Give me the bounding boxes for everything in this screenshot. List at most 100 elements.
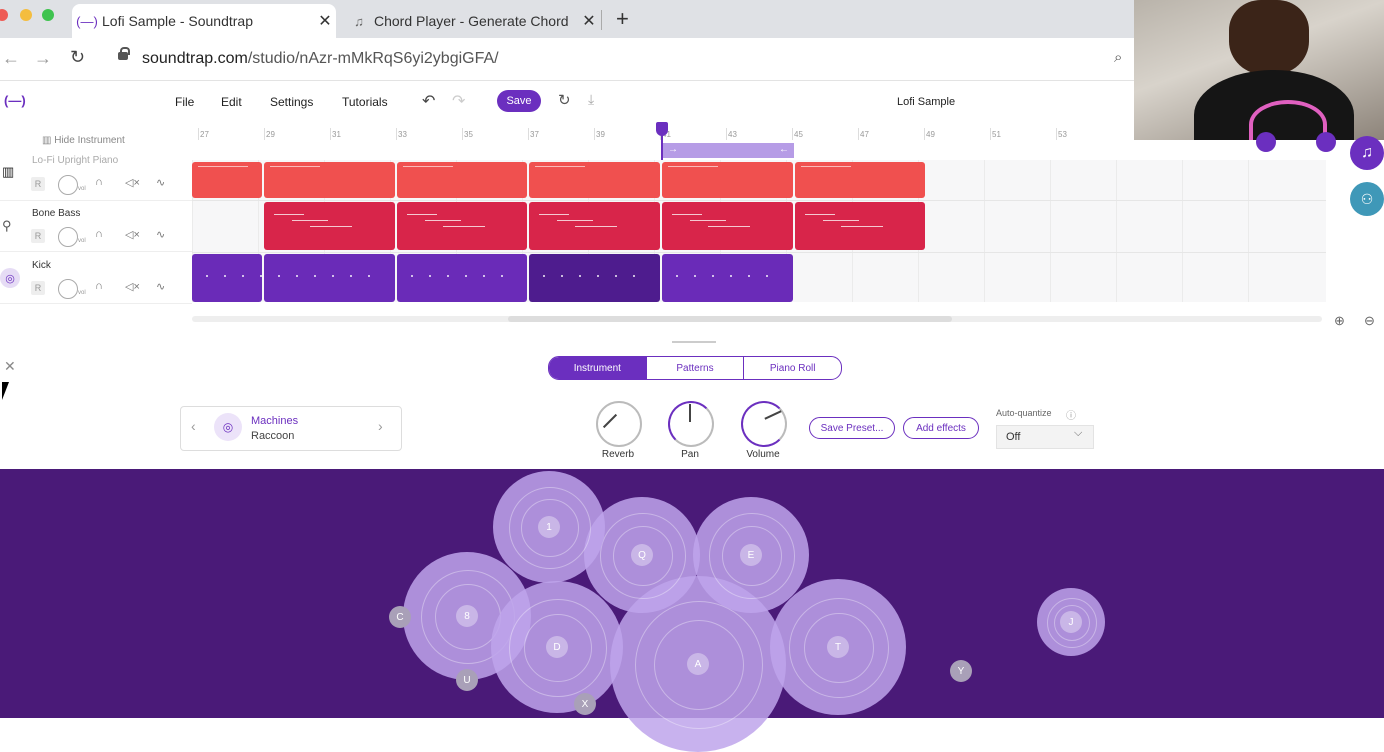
piano-clip[interactable] bbox=[397, 162, 527, 198]
download-icon[interactable]: ⤓ bbox=[588, 91, 595, 107]
kick-clip[interactable] bbox=[397, 254, 527, 302]
kick-clip[interactable] bbox=[529, 254, 660, 302]
tab-instrument[interactable]: Instrument bbox=[549, 357, 647, 379]
sync-icon[interactable]: ↻ bbox=[558, 92, 571, 109]
bass-clip[interactable] bbox=[397, 202, 527, 250]
piano-clip[interactable] bbox=[192, 162, 262, 198]
menu-tutorials[interactable]: Tutorials bbox=[342, 95, 388, 109]
track-header-kick[interactable] bbox=[0, 253, 192, 304]
drum-pad-small[interactable]: C bbox=[389, 606, 411, 628]
tab-piano-roll[interactable]: Piano Roll bbox=[769, 362, 816, 374]
kick-clip[interactable] bbox=[192, 254, 298, 302]
side-button[interactable] bbox=[1256, 132, 1276, 152]
mute-icon[interactable]: ◁× bbox=[125, 229, 140, 241]
volume-knob-small[interactable] bbox=[58, 175, 78, 195]
close-tab-icon[interactable]: ✕ bbox=[582, 13, 596, 30]
add-effects-button[interactable]: Add effects bbox=[903, 417, 979, 439]
close-tab-icon[interactable]: ✕ bbox=[318, 13, 332, 30]
volume-label: Volume bbox=[746, 449, 780, 460]
ruler-tick-line bbox=[396, 128, 397, 140]
close-window-dot[interactable] bbox=[0, 9, 8, 21]
headphones-icon[interactable]: ∩ bbox=[95, 228, 103, 240]
track-header-bass[interactable] bbox=[0, 201, 192, 252]
bass-clip[interactable] bbox=[795, 202, 925, 250]
reload-icon[interactable]: ↻ bbox=[70, 47, 86, 67]
info-icon[interactable]: ⓘ bbox=[1066, 411, 1076, 422]
automation-icon[interactable]: ∿ bbox=[156, 177, 166, 189]
tab-patterns[interactable]: Patterns bbox=[647, 357, 745, 379]
piano-clip[interactable] bbox=[795, 162, 925, 198]
volume-label-small: vol bbox=[78, 290, 86, 296]
timeline-ruler[interactable] bbox=[0, 122, 1134, 161]
hide-instrument-button[interactable]: ▥ Hide Instrument bbox=[42, 135, 125, 146]
track-name[interactable]: Bone Bass bbox=[32, 208, 81, 219]
record-arm-button[interactable]: R bbox=[31, 177, 45, 191]
headphones-icon[interactable]: ∩ bbox=[95, 176, 103, 188]
collaborators-icon[interactable]: ⚇ bbox=[1350, 182, 1384, 216]
kick-clip[interactable] bbox=[662, 254, 793, 302]
piano-clip[interactable] bbox=[662, 162, 793, 198]
close-panel-icon[interactable]: ✕ bbox=[4, 358, 16, 374]
redo-icon[interactable]: ↷ bbox=[452, 93, 466, 110]
prev-instrument-icon[interactable]: ‹ bbox=[191, 418, 196, 434]
loop-end-arrow-icon[interactable]: ← bbox=[779, 144, 789, 155]
headphones-icon[interactable]: ∩ bbox=[95, 280, 103, 292]
menu-edit[interactable]: Edit bbox=[221, 95, 242, 109]
chevron-down-icon[interactable]: ⌵ bbox=[1074, 427, 1083, 439]
bass-clip[interactable] bbox=[662, 202, 793, 250]
maximize-window-dot[interactable] bbox=[42, 9, 54, 21]
soundtrap-logo-icon[interactable]: (—) bbox=[4, 93, 26, 108]
zoom-out-icon[interactable]: ⊖ bbox=[1364, 313, 1375, 328]
mute-icon[interactable]: ◁× bbox=[125, 281, 140, 293]
undo-icon[interactable]: ↶ bbox=[422, 93, 436, 110]
track-name[interactable]: Kick bbox=[32, 260, 51, 271]
auto-quantize-select[interactable] bbox=[996, 425, 1094, 449]
drum-pad-small[interactable]: X bbox=[574, 693, 596, 715]
record-arm-button[interactable]: R bbox=[31, 281, 45, 295]
note-dot bbox=[429, 275, 431, 277]
save-button[interactable]: Save bbox=[497, 90, 541, 112]
loop-region[interactable] bbox=[662, 143, 794, 158]
url-field[interactable]: soundtrap.com/studio/nAzr-mMkRqS6yi2ybgi… bbox=[142, 50, 499, 68]
loop-start-arrow-icon[interactable]: → bbox=[668, 144, 678, 155]
track-name[interactable]: Lo-Fi Upright Piano bbox=[32, 155, 119, 165]
back-icon[interactable]: ← bbox=[2, 48, 20, 68]
drum-pad-small[interactable]: Y bbox=[950, 660, 972, 682]
drum-pad-ring bbox=[804, 613, 874, 683]
automation-icon[interactable]: ∿ bbox=[156, 229, 166, 241]
note-dot bbox=[260, 275, 262, 277]
drum-pad-small[interactable]: U bbox=[456, 669, 478, 691]
kick-clip[interactable] bbox=[264, 254, 395, 302]
side-button[interactable] bbox=[1316, 132, 1336, 152]
zoom-in-icon[interactable]: ⊕ bbox=[1334, 313, 1345, 328]
piano-clip[interactable] bbox=[264, 162, 395, 198]
bass-clip[interactable] bbox=[529, 202, 660, 250]
bass-clip[interactable] bbox=[264, 202, 395, 250]
note-line bbox=[292, 220, 328, 221]
lock-icon bbox=[118, 52, 128, 60]
pan-knob[interactable] bbox=[668, 401, 714, 447]
volume-knob[interactable] bbox=[741, 401, 787, 447]
panel-resize-handle[interactable] bbox=[672, 341, 716, 343]
mute-icon[interactable]: ◁× bbox=[125, 177, 140, 189]
save-preset-button[interactable]: Save Preset... bbox=[809, 417, 895, 439]
browser-tab-active[interactable]: (—) Lofi Sample - Soundtrap ✕ bbox=[72, 4, 336, 38]
ruler-tick-line bbox=[594, 128, 595, 140]
menu-settings[interactable]: Settings bbox=[270, 95, 314, 109]
piano-clip[interactable] bbox=[529, 162, 660, 198]
forward-icon[interactable]: → bbox=[34, 48, 52, 68]
next-instrument-icon[interactable]: › bbox=[378, 418, 383, 434]
new-tab-icon[interactable]: + bbox=[616, 6, 629, 31]
zoom-icon[interactable]: ⌕ bbox=[1114, 49, 1123, 66]
playhead-handle[interactable] bbox=[656, 122, 668, 136]
music-note-icon[interactable]: ♫ bbox=[1350, 136, 1384, 170]
browser-tab-inactive[interactable]: ♫ Chord Player - Generate Chord ✕ bbox=[344, 4, 600, 38]
menu-file[interactable]: File bbox=[175, 95, 195, 109]
volume-knob-small[interactable] bbox=[58, 227, 78, 247]
record-arm-button[interactable]: R bbox=[31, 229, 45, 243]
minimize-window-dot[interactable] bbox=[20, 9, 32, 21]
volume-knob-small[interactable] bbox=[58, 279, 78, 299]
automation-icon[interactable]: ∿ bbox=[156, 281, 166, 293]
horizontal-scrollbar-thumb[interactable] bbox=[508, 316, 952, 322]
reverb-knob[interactable] bbox=[596, 401, 642, 447]
